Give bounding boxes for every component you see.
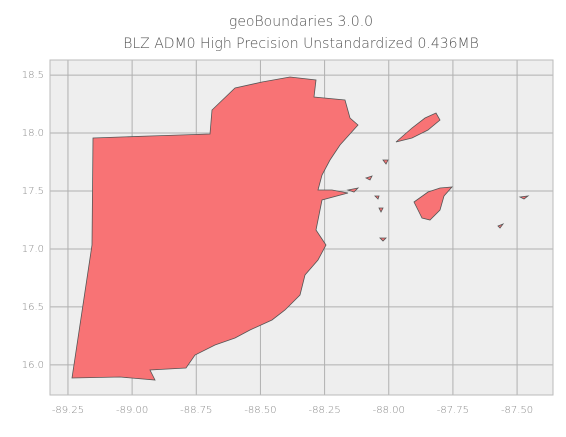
x-tick-label: -89.25	[52, 405, 84, 416]
y-tick-label: 17.0	[22, 244, 44, 255]
x-tick-label: -87.75	[437, 405, 469, 416]
x-tick-label: -87.50	[501, 405, 533, 416]
x-tick-label: -88.50	[244, 405, 276, 416]
y-tick-label: 16.0	[22, 360, 44, 371]
mainland	[71, 76, 359, 381]
plot-frame	[49, 59, 554, 396]
x-tick-label: -88.75	[180, 405, 212, 416]
x-tick-label: -89.00	[116, 405, 148, 416]
y-tick-label: 18.0	[22, 128, 44, 139]
island	[346, 159, 530, 242]
country-shape	[71, 76, 530, 381]
island	[413, 186, 453, 221]
y-tick-label: 16.5	[22, 302, 44, 313]
x-tick-label: -88.25	[308, 405, 340, 416]
chart-title: geoBoundaries 3.0.0	[229, 14, 373, 30]
y-tick-label: 18.5	[22, 70, 44, 81]
y-tick-label: 17.5	[22, 186, 44, 197]
chart-subtitle: BLZ ADM0 High Precision Unstandardized 0…	[123, 36, 479, 52]
island	[395, 112, 441, 143]
x-tick-label: -88.00	[373, 405, 405, 416]
